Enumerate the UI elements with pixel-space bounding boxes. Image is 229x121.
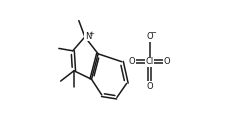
Text: Cl: Cl <box>145 57 154 66</box>
Text: +: + <box>89 31 94 37</box>
Text: O: O <box>146 82 153 91</box>
Text: O: O <box>164 57 170 66</box>
Text: O: O <box>129 57 135 66</box>
Text: O: O <box>146 32 153 41</box>
Text: N: N <box>85 32 91 41</box>
Text: −: − <box>150 30 156 36</box>
